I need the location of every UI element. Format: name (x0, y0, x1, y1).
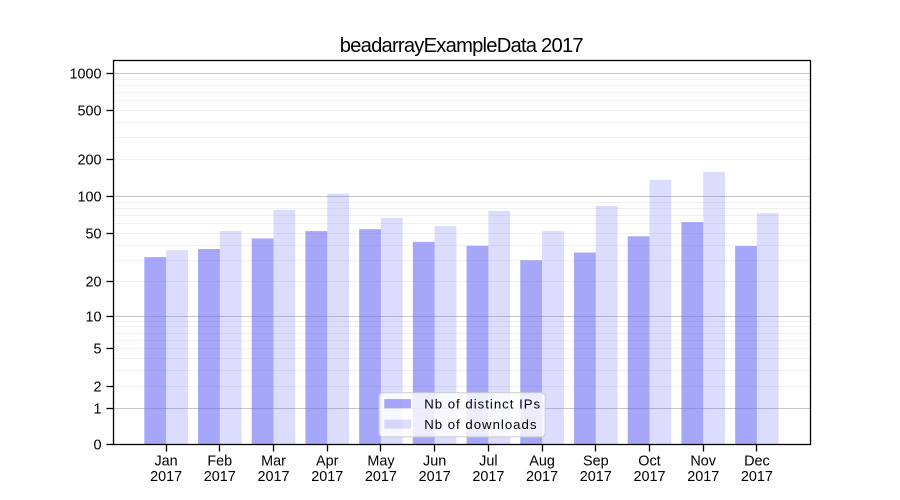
svg-text:Jun: Jun (423, 453, 446, 469)
svg-text:Sep: Sep (583, 453, 609, 469)
svg-text:Jan: Jan (154, 453, 177, 469)
svg-text:Nb of distinct IPs: Nb of distinct IPs (424, 396, 541, 411)
svg-text:Oct: Oct (638, 453, 660, 469)
svg-text:Jul: Jul (479, 453, 497, 469)
svg-text:2017: 2017 (365, 469, 397, 485)
svg-text:100: 100 (77, 190, 101, 206)
svg-text:0: 0 (93, 438, 101, 454)
svg-text:1000: 1000 (69, 67, 101, 83)
svg-text:Nov: Nov (690, 453, 716, 469)
svg-text:2017: 2017 (204, 469, 236, 485)
svg-text:Aug: Aug (529, 453, 555, 469)
svg-text:Dec: Dec (744, 453, 770, 469)
svg-text:2: 2 (93, 380, 101, 396)
svg-text:2017: 2017 (472, 469, 504, 485)
svg-text:2017: 2017 (687, 469, 719, 485)
svg-text:2017: 2017 (419, 469, 451, 485)
svg-text:1: 1 (93, 402, 101, 418)
svg-text:Feb: Feb (207, 453, 232, 469)
svg-text:2017: 2017 (258, 469, 290, 485)
svg-text:200: 200 (77, 153, 101, 169)
svg-text:2017: 2017 (150, 469, 182, 485)
svg-text:2017: 2017 (741, 469, 773, 485)
svg-text:2017: 2017 (633, 469, 665, 485)
svg-text:2017: 2017 (311, 469, 343, 485)
svg-text:beadarrayExampleData 2017: beadarrayExampleData 2017 (340, 35, 584, 57)
svg-text:20: 20 (85, 275, 101, 291)
svg-text:10: 10 (85, 310, 101, 326)
svg-text:2017: 2017 (580, 469, 612, 485)
svg-text:Mar: Mar (261, 453, 286, 469)
svg-text:Nb of downloads: Nb of downloads (424, 417, 537, 432)
svg-text:2017: 2017 (526, 469, 558, 485)
svg-text:500: 500 (77, 104, 101, 120)
svg-text:5: 5 (93, 342, 101, 358)
svg-text:50: 50 (85, 227, 101, 243)
svg-text:May: May (367, 453, 395, 469)
svg-text:Apr: Apr (316, 453, 339, 469)
